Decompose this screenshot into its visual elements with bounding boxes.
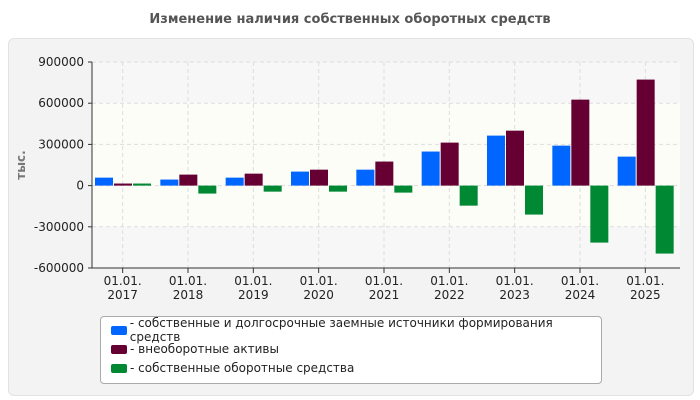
bar-3	[459, 185, 478, 206]
bar-2	[244, 173, 263, 186]
x-tick-label: 01.01.	[561, 274, 599, 288]
bar-2	[114, 183, 132, 186]
legend-swatch	[111, 344, 127, 354]
y-tick-label: 300000	[38, 137, 84, 151]
legend: - собственные и долгосрочные заемные ист…	[100, 316, 602, 384]
x-tick-label: 01.01.	[430, 274, 468, 288]
bar-1	[291, 171, 309, 186]
y-tick-label: -600000	[34, 261, 84, 275]
legend-swatch	[111, 325, 127, 335]
bar-3	[655, 185, 674, 254]
bar-2	[636, 79, 655, 186]
legend-label: - собственные оборотные средства	[130, 361, 355, 375]
bar-1	[225, 177, 244, 186]
bar-1	[95, 177, 113, 186]
bar-1	[552, 145, 571, 186]
x-tick-label: 01.01.	[496, 274, 534, 288]
bar-2	[571, 99, 590, 186]
bar-3	[263, 185, 282, 192]
bar-3	[525, 185, 543, 215]
legend-item: - собственные и долгосрочные заемные ист…	[111, 316, 601, 344]
x-tick-label: 2019	[238, 288, 269, 302]
legend-label: - собственные и долгосрочные заемные ист…	[129, 316, 553, 344]
legend-swatch	[111, 363, 127, 373]
x-tick-label: 01.01.	[234, 274, 272, 288]
bar-1	[421, 151, 440, 186]
bar-2	[440, 142, 459, 186]
x-tick-label: 2024	[565, 288, 596, 302]
bar-1	[356, 169, 375, 186]
legend-item: - собственные оборотные средства	[111, 360, 354, 376]
bar-1	[617, 156, 636, 186]
y-tick-label: 900000	[38, 55, 84, 69]
x-tick-label: 01.01.	[104, 274, 142, 288]
bar-3	[198, 185, 217, 194]
bar-2	[179, 174, 198, 186]
x-tick-label: 2025	[630, 288, 661, 302]
chart-title: Изменение наличия собственных оборотных …	[149, 12, 551, 27]
bar-3	[394, 185, 413, 193]
y-tick-label: -300000	[34, 220, 84, 234]
y-tick-label: 600000	[38, 96, 84, 110]
bar-2	[375, 161, 394, 186]
x-tick-label: 2020	[303, 288, 334, 302]
legend-item: - внеоборотные активы	[111, 341, 279, 357]
bar-1	[487, 135, 505, 186]
bar-1	[160, 179, 179, 186]
x-tick-label: 2023	[499, 288, 530, 302]
y-axis-label: тыс.	[14, 150, 28, 179]
y-tick-label: 0	[76, 179, 84, 193]
legend-label: - внеоборотные активы	[130, 342, 279, 356]
x-tick-label: 2021	[369, 288, 400, 302]
x-tick-label: 2022	[434, 288, 465, 302]
bar-2	[506, 130, 524, 186]
x-tick-label: 01.01.	[626, 274, 664, 288]
bar-3	[590, 185, 609, 243]
x-tick-label: 01.01.	[169, 274, 207, 288]
x-tick-label: 01.01.	[365, 274, 403, 288]
x-tick-label: 2017	[107, 288, 138, 302]
bar-3	[133, 183, 151, 186]
x-tick-label: 2018	[173, 288, 204, 302]
bar-2	[310, 169, 328, 186]
x-tick-label: 01.01.	[300, 274, 338, 288]
bar-3	[329, 185, 347, 192]
